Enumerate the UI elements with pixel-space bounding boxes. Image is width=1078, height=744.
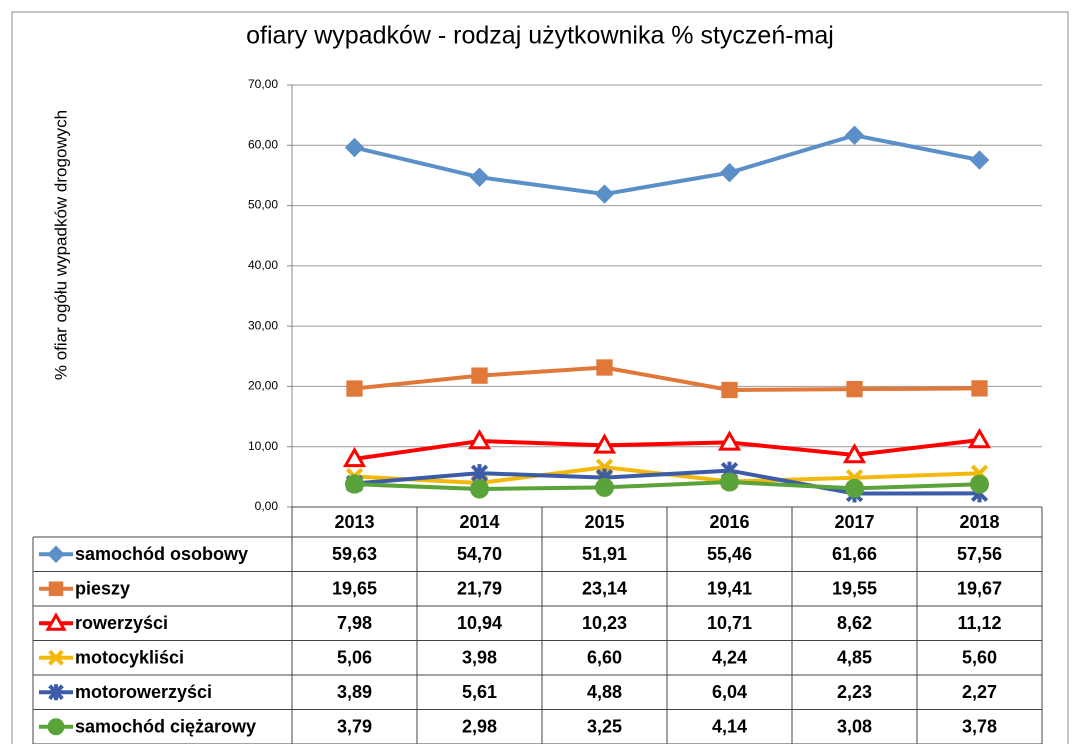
table-value: 21,79 (457, 579, 502, 599)
series-line (354, 480, 980, 492)
data-point (967, 427, 992, 449)
legend-label: motocykliści (75, 648, 184, 668)
legend-label: samochód ciężarowy (75, 717, 256, 737)
table-value: 3,79 (337, 717, 372, 737)
data-point (342, 446, 367, 468)
data-point (719, 162, 740, 183)
chart-frame (11, 11, 1069, 744)
legend-marker (48, 649, 64, 666)
data-point (721, 381, 738, 399)
data-point (844, 125, 865, 145)
table-value: 3,08 (837, 717, 872, 737)
table-value: 3,78 (962, 717, 997, 737)
data-point (346, 380, 363, 397)
data-point (969, 150, 990, 170)
table-value: 11,12 (957, 613, 1001, 633)
x-tick-label: 2018 (959, 512, 999, 532)
table-value: 57,56 (957, 544, 1002, 564)
table-value: 61,66 (832, 544, 877, 564)
legend-marker (47, 718, 65, 736)
table-value: 4,88 (587, 682, 622, 702)
table-value: 4,85 (837, 648, 872, 668)
table-value: 23,14 (582, 579, 627, 599)
series-line (354, 437, 980, 461)
y-tick-label: 30,00 (248, 318, 278, 332)
data-point (344, 137, 365, 158)
table-value: 4,14 (712, 717, 747, 737)
legend-marker (48, 581, 64, 597)
table-value: 55,46 (707, 544, 752, 564)
table-value: 3,89 (337, 682, 372, 702)
table-value: 10,94 (457, 613, 502, 633)
table-value: 5,61 (462, 682, 497, 702)
table-value: 6,04 (712, 682, 747, 702)
table-value: 7,98 (337, 613, 372, 633)
table-value: 19,65 (332, 579, 377, 599)
data-point (717, 430, 742, 451)
table-value: 51,91 (582, 544, 627, 564)
legend-label: motorowerzyści (75, 682, 212, 702)
table-value: 6,60 (587, 648, 622, 668)
y-tick-label: 20,00 (248, 379, 278, 393)
y-tick-label: 70,00 (248, 77, 278, 91)
y-tick-label: 60,00 (248, 137, 278, 151)
table-value: 54,70 (457, 544, 502, 564)
y-tick-label: 40,00 (248, 258, 278, 272)
x-tick-label: 2014 (459, 512, 499, 532)
data-point (720, 472, 739, 492)
data-point (592, 433, 617, 454)
series-line (354, 365, 980, 392)
data-point (470, 464, 489, 483)
data-point (971, 380, 988, 397)
y-tick-label: 0,00 (255, 499, 279, 513)
table-value: 3,25 (587, 717, 622, 737)
table-value: 3,98 (462, 648, 497, 668)
legend-label: pieszy (75, 579, 130, 599)
data-point (470, 479, 489, 499)
chart-title: ofiary wypadków - rodzaj użytkownika % s… (246, 22, 834, 50)
y-tick-label: 10,00 (248, 439, 278, 453)
data-point (469, 167, 490, 187)
table-value: 19,41 (707, 579, 752, 599)
data-point (471, 367, 488, 384)
legend-marker (48, 684, 64, 701)
table-value: 10,23 (582, 613, 627, 633)
y-axis-label: % ofiar ogółu wypadków drogowych (51, 110, 70, 380)
x-tick-label: 2013 (334, 512, 374, 532)
data-point (845, 478, 864, 498)
x-tick-label: 2017 (834, 512, 874, 532)
legend-label: rowerzyści (75, 613, 168, 633)
x-tick-label: 2016 (709, 512, 749, 532)
data-point (842, 443, 867, 464)
data-point (846, 380, 863, 398)
table-value: 10,71 (707, 613, 752, 633)
data-point (345, 474, 364, 494)
series-line (354, 133, 980, 197)
table-value: 2,98 (462, 717, 497, 737)
data-point (467, 429, 492, 450)
table-value: 4,24 (712, 648, 747, 668)
data-point (596, 359, 613, 376)
table-value: 8,62 (837, 613, 872, 633)
table-value: 59,63 (332, 544, 377, 564)
table-value: 19,55 (832, 579, 877, 599)
table-value: 5,06 (337, 648, 372, 668)
x-tick-label: 2015 (584, 512, 624, 532)
data-point (595, 477, 614, 497)
legend-label: samochód osobowy (75, 544, 248, 564)
series-line (354, 468, 980, 496)
table-value: 19,67 (957, 579, 1002, 599)
table-value: 5,60 (962, 648, 997, 668)
legend-marker (45, 612, 67, 631)
y-tick-label: 50,00 (248, 198, 278, 212)
data-point (970, 474, 989, 494)
data-point (594, 184, 615, 204)
legend-marker (47, 545, 65, 563)
table-value: 2,27 (962, 682, 997, 702)
table-value: 2,23 (837, 682, 872, 702)
